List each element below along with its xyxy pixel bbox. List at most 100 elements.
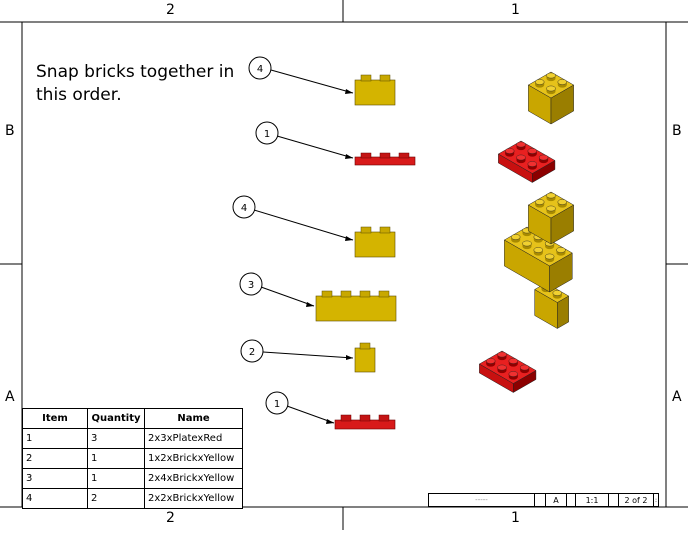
stud-top <box>508 371 519 377</box>
title-block-spacer-cell <box>534 494 545 506</box>
stud-top <box>546 192 556 199</box>
stud-top <box>510 234 521 240</box>
callout-number: 4 <box>241 203 247 214</box>
bom-header-item: Item <box>22 408 88 429</box>
stud-top <box>527 148 538 154</box>
bom-row: 3 1 2x4xBrickxYellow <box>22 468 243 489</box>
stud-top <box>534 79 545 85</box>
part-2x3-plate-red-side <box>354 152 416 166</box>
stud-top <box>519 364 530 371</box>
stud-top <box>534 199 545 205</box>
title-block-rev-cell: : <box>653 494 658 506</box>
bom-quantity: 3 <box>87 428 145 449</box>
bom-quantity: 2 <box>87 488 145 509</box>
title-block-sheet: 2 of 2 <box>624 495 648 505</box>
bom-name: 2x3xPlatexRed <box>144 428 243 449</box>
bill-of-materials-table: Item Quantity Name 1 3 2x3xPlatexRed 2 1… <box>22 408 243 509</box>
bom-item: 3 <box>22 468 88 489</box>
stud-top <box>552 290 563 296</box>
title-block: ----- A 1:1 2 of 2 : <box>428 493 659 507</box>
callout-6: 1 <box>265 391 335 424</box>
bom-row: 1 3 2x3xPlatexRed <box>22 428 243 449</box>
bom-item: 4 <box>22 488 88 509</box>
zone-label-left-b: B <box>5 123 15 139</box>
instruction-note: Snap bricks together in this order. <box>36 62 235 105</box>
stud-top <box>522 240 532 247</box>
title-block-spacer-cell <box>566 494 575 506</box>
leader-line <box>286 405 335 424</box>
stud-top <box>557 199 568 205</box>
callout-1: 4 <box>248 56 354 94</box>
title-block-scale-cell: 1:1 <box>575 494 608 506</box>
zone-label-bottom-1: 1 <box>511 510 520 526</box>
bom-header-row: Item Quantity Name <box>22 408 243 429</box>
zone-label-right-b: B <box>672 123 682 139</box>
stud-top <box>504 148 515 154</box>
bom-item: 2 <box>22 448 88 469</box>
leader-line <box>260 286 315 307</box>
bom-name: 1x2xBrickxYellow <box>144 448 243 469</box>
title-block-placeholder-dashes: ----- <box>475 496 488 504</box>
leader-arrowhead <box>306 302 314 307</box>
part-2x4-brick-yellow-side <box>315 290 397 322</box>
stud-top <box>546 85 556 92</box>
bom-quantity: 1 <box>87 468 145 489</box>
callout-bubble <box>255 121 279 145</box>
bom-name: 2x2xBrickxYellow <box>144 488 243 509</box>
zone-label-top-2: 2 <box>166 2 175 18</box>
part-1x2-brick-yellow-side <box>354 342 376 373</box>
stud-top <box>546 205 556 212</box>
stud-top <box>557 79 568 85</box>
zone-label-bottom-2: 2 <box>166 510 175 526</box>
zone-label-left-a: A <box>5 389 15 405</box>
bom-row: 4 2 2x2xBrickxYellow <box>22 488 243 509</box>
callout-bubble <box>265 391 289 415</box>
stud-top <box>497 364 507 371</box>
stud-top <box>508 358 519 364</box>
stud-top <box>538 154 549 161</box>
bom-item: 1 <box>22 428 88 449</box>
leader-line <box>253 209 354 241</box>
stud-top <box>485 358 496 364</box>
callout-bubble <box>239 272 263 296</box>
leader-arrowhead <box>345 89 353 94</box>
bom-name: 2x4xBrickxYellow <box>144 468 243 489</box>
zone-label-top-1: 1 <box>511 2 520 18</box>
callout-2: 1 <box>255 121 354 159</box>
bom-header-quantity: Quantity <box>87 408 145 429</box>
stud-top <box>497 351 507 358</box>
stud-top <box>527 161 538 167</box>
bom-row: 2 1 1x2xBrickxYellow <box>22 448 243 469</box>
leader-arrowhead <box>345 154 353 159</box>
callout-4: 3 <box>239 272 315 307</box>
title-block-rev-dots: : <box>654 496 658 504</box>
stud-top <box>516 141 526 148</box>
callout-number: 3 <box>248 280 254 291</box>
part-2x2-brick-yellow-side <box>354 226 396 258</box>
leader-line <box>262 351 354 359</box>
stud-top <box>516 154 526 161</box>
title-block-size-cell: A <box>545 494 566 506</box>
part-2x3-plate-red-side <box>334 414 396 430</box>
title-block-sheet-cell: 2 of 2 <box>618 494 653 506</box>
callout-bubble <box>240 339 264 363</box>
isometric-exploded-assembly <box>478 71 575 393</box>
leader-arrowhead <box>326 419 334 424</box>
title-block-scale: 1:1 <box>585 495 599 505</box>
callout-3: 4 <box>232 195 354 241</box>
leader-line <box>276 135 354 159</box>
zone-label-right-a: A <box>672 389 682 405</box>
leader-line <box>270 69 354 94</box>
leader-arrowhead <box>345 236 353 241</box>
part-2x2-brick-yellow-side <box>354 74 396 106</box>
stud-top <box>533 247 544 253</box>
callout-bubble <box>232 195 256 219</box>
callout-5: 2 <box>240 339 354 363</box>
callout-number: 1 <box>264 129 270 140</box>
callout-number: 4 <box>257 64 263 75</box>
callout-bubble <box>248 56 272 80</box>
stud-top <box>556 247 566 253</box>
bom-quantity: 1 <box>87 448 145 469</box>
bom-header-name: Name <box>144 408 243 429</box>
